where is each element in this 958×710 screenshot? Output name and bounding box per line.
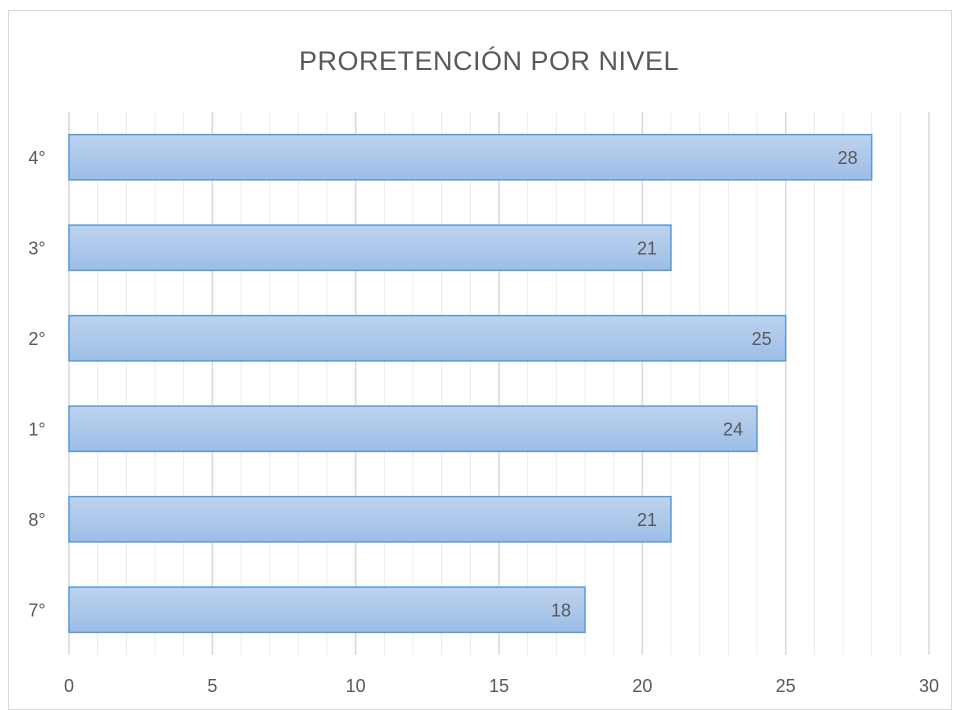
data-label: 21: [637, 510, 657, 530]
y-tick-label: 8°: [28, 510, 45, 530]
data-label: 21: [637, 238, 657, 258]
x-tick-label: 15: [489, 676, 509, 696]
y-tick-label: 1°: [28, 419, 45, 439]
x-tick-label: 30: [919, 676, 939, 696]
x-axis-tick-labels: 0 5 10 15 20 25 30: [64, 676, 939, 696]
bars: [68, 133, 873, 634]
y-tick-label: 2°: [28, 329, 45, 349]
data-label: 25: [752, 329, 772, 349]
x-tick-label: 25: [776, 676, 796, 696]
chart-title: PRORETENCIÓN POR NIVEL: [299, 45, 679, 76]
grid-lines: [68, 112, 930, 655]
y-tick-label: 7°: [28, 600, 45, 620]
data-label: 18: [551, 600, 571, 620]
x-tick-label: 10: [346, 676, 366, 696]
data-label: 24: [723, 419, 743, 439]
bar: [68, 224, 672, 272]
y-tick-label: 3°: [28, 238, 45, 258]
data-labels: 18 21 24 25 21 28: [551, 148, 858, 621]
bar: [68, 495, 672, 543]
bar: [68, 586, 586, 634]
bar: [68, 314, 787, 362]
x-tick-label: 0: [64, 676, 74, 696]
bar: [68, 133, 873, 181]
y-axis-tick-labels: 7° 8° 1° 2° 3° 4°: [28, 148, 45, 621]
data-label: 28: [838, 148, 858, 168]
x-tick-label: 20: [632, 676, 652, 696]
y-tick-label: 4°: [28, 148, 45, 168]
bar: [68, 405, 758, 453]
x-tick-label: 5: [207, 676, 217, 696]
